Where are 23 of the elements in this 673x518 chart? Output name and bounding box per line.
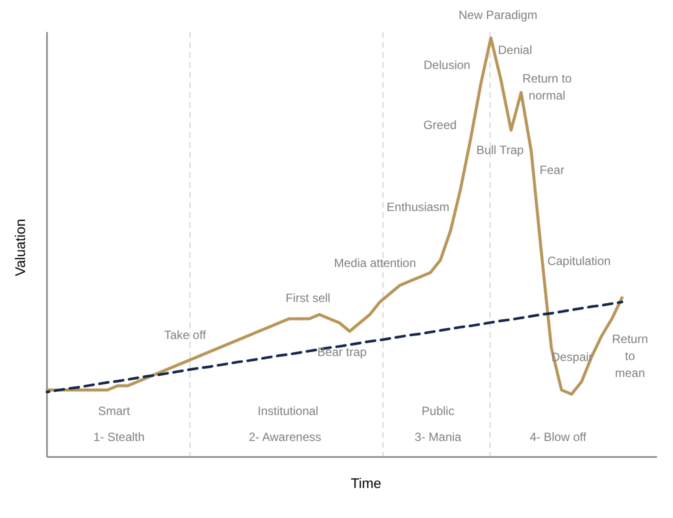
annotation: Return to normal bbox=[522, 72, 572, 102]
annotation: Capitulation bbox=[547, 254, 611, 268]
annotation: 3- Mania bbox=[414, 430, 462, 444]
annotation: Institutional bbox=[258, 404, 318, 418]
annotation: Media attention bbox=[334, 256, 416, 270]
annotation: Enthusiasm bbox=[386, 200, 450, 214]
annotation: Return to mean bbox=[612, 332, 648, 380]
annotation: 2- Awareness bbox=[248, 430, 322, 444]
annotation: Bear trap bbox=[317, 345, 368, 359]
annotation: Take off bbox=[164, 328, 207, 342]
y-axis-title: Valuation bbox=[12, 218, 28, 276]
annotation: 1- Stealth bbox=[93, 430, 145, 444]
annotation: Denial bbox=[498, 43, 532, 57]
annotation: Bull Trap bbox=[476, 143, 524, 157]
annotation: First sell bbox=[286, 291, 330, 305]
annotation: Greed bbox=[423, 118, 457, 132]
annotation: Smart bbox=[98, 404, 131, 418]
text: New Paradigm bbox=[458, 8, 538, 22]
annotation: Fear bbox=[540, 163, 564, 177]
annotation: Public bbox=[422, 404, 454, 418]
annotation: 4- Blow off bbox=[530, 430, 587, 444]
annotation: Delusion bbox=[424, 58, 470, 72]
x-axis-title: Time bbox=[350, 475, 382, 491]
